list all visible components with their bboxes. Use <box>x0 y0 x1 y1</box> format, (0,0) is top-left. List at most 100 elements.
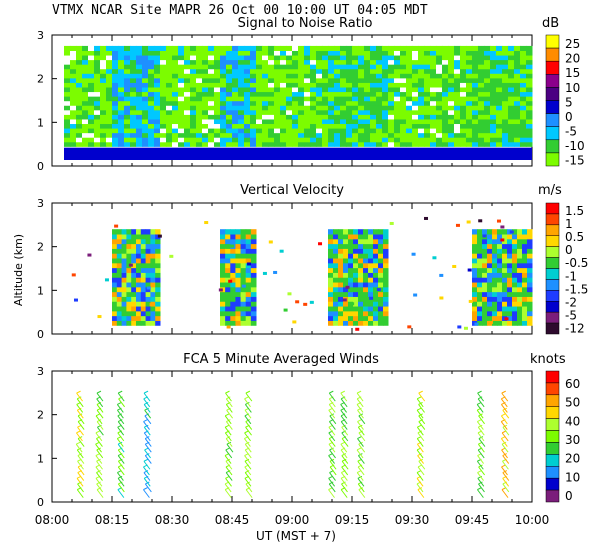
snr-cell <box>148 87 155 93</box>
vel-cell <box>136 296 142 302</box>
vel-cell <box>378 306 384 312</box>
snr-cell <box>484 132 491 138</box>
snr-cell <box>148 59 155 65</box>
snr-cell <box>124 50 131 56</box>
snr-cell <box>304 59 311 65</box>
snr-cell <box>64 55 71 61</box>
vel-cell <box>472 291 478 297</box>
snr-cell <box>118 59 125 65</box>
snr-cell <box>94 91 101 97</box>
snr-cell <box>256 128 263 134</box>
wind-barb <box>226 443 234 453</box>
snr-cell <box>466 91 473 97</box>
snr-cell <box>352 132 359 138</box>
snr-cell <box>376 73 383 79</box>
snr-cell <box>346 87 353 93</box>
vel-cell <box>343 310 349 317</box>
snr-cell <box>454 123 461 129</box>
snr-cell <box>292 59 299 65</box>
vel-cell <box>502 277 508 283</box>
snr-cell <box>256 50 263 56</box>
snr-cell <box>502 100 509 106</box>
vel-cell <box>145 291 151 297</box>
snr-cell <box>94 45 101 51</box>
snr-cell <box>484 141 491 147</box>
snr-cell <box>508 123 515 129</box>
vel-cell <box>235 253 242 259</box>
snr-cell <box>178 68 185 74</box>
vel-cell <box>121 291 127 297</box>
snr-cell <box>268 59 275 65</box>
wind-barb-flag <box>96 390 102 394</box>
snr-cell <box>160 59 167 65</box>
snr-cell <box>256 137 263 143</box>
snr-cell <box>82 128 89 134</box>
vel-cell <box>250 291 257 297</box>
snr-cell <box>304 109 311 115</box>
vel-cell <box>343 253 349 259</box>
snr-cell <box>412 73 419 79</box>
snr-cell <box>316 77 323 83</box>
vel-cell <box>507 315 513 321</box>
vel-speck <box>452 264 457 268</box>
snr-cell <box>520 87 527 93</box>
wind-barb <box>341 438 349 447</box>
vel-speck <box>71 273 76 277</box>
snr-cell <box>256 147 328 160</box>
snr-cell <box>514 77 521 83</box>
snr-cell <box>274 123 281 129</box>
snr-cell <box>94 59 101 65</box>
vel-cell <box>131 229 137 235</box>
snr-cell <box>334 87 341 93</box>
snr-cell <box>94 64 101 70</box>
snr-cell <box>328 100 335 106</box>
snr-cell <box>358 109 365 115</box>
snr-cell <box>262 137 269 143</box>
wind-barb <box>477 477 485 487</box>
snr-cell <box>214 105 221 111</box>
header-line: VTMX NCAR Site MAPR 26 Oct 00 10:00 UT 0… <box>52 3 428 18</box>
snr-cell <box>340 137 347 143</box>
wind-barb <box>116 438 124 447</box>
wind-barb <box>225 421 233 430</box>
wind-barb-flag <box>96 487 102 491</box>
vel-speck <box>287 292 292 296</box>
snr-cell <box>442 87 449 93</box>
snr-cell <box>250 128 257 134</box>
snr-cell <box>142 64 149 70</box>
vel-cell <box>482 229 488 235</box>
vel-cell <box>250 258 257 264</box>
snr-cell <box>130 45 137 51</box>
snr-cell <box>118 64 125 70</box>
snr-cell <box>358 100 365 106</box>
vel-cell <box>220 320 226 326</box>
vel-cell <box>358 296 364 302</box>
snr-cell <box>340 91 347 97</box>
vel-cell <box>348 267 354 273</box>
wind-barb-flag <box>358 430 364 434</box>
vel-cell <box>328 238 334 245</box>
snr-cell <box>244 105 251 111</box>
snr-cell <box>166 118 173 125</box>
wind-barb <box>476 421 484 430</box>
snr-cell <box>202 82 209 88</box>
snr-cell <box>304 64 311 70</box>
snr-cell <box>292 137 299 143</box>
snr-cell <box>100 132 107 138</box>
snr-cell <box>220 114 227 120</box>
wind-barb <box>96 472 103 481</box>
snr-cell <box>106 73 113 79</box>
snr-cell <box>178 123 185 129</box>
snr-cell <box>454 73 461 79</box>
snr-cell <box>196 105 203 111</box>
vel-cell <box>482 320 488 326</box>
wind-barb <box>416 483 424 493</box>
wind-barb <box>358 415 366 425</box>
snr-cell <box>310 50 317 56</box>
snr-cell <box>220 91 227 97</box>
snr-cell <box>124 82 131 88</box>
snr-cell <box>208 50 215 56</box>
vel-cell <box>522 248 528 254</box>
snr-cell <box>106 87 113 93</box>
vel-cell <box>383 253 389 259</box>
